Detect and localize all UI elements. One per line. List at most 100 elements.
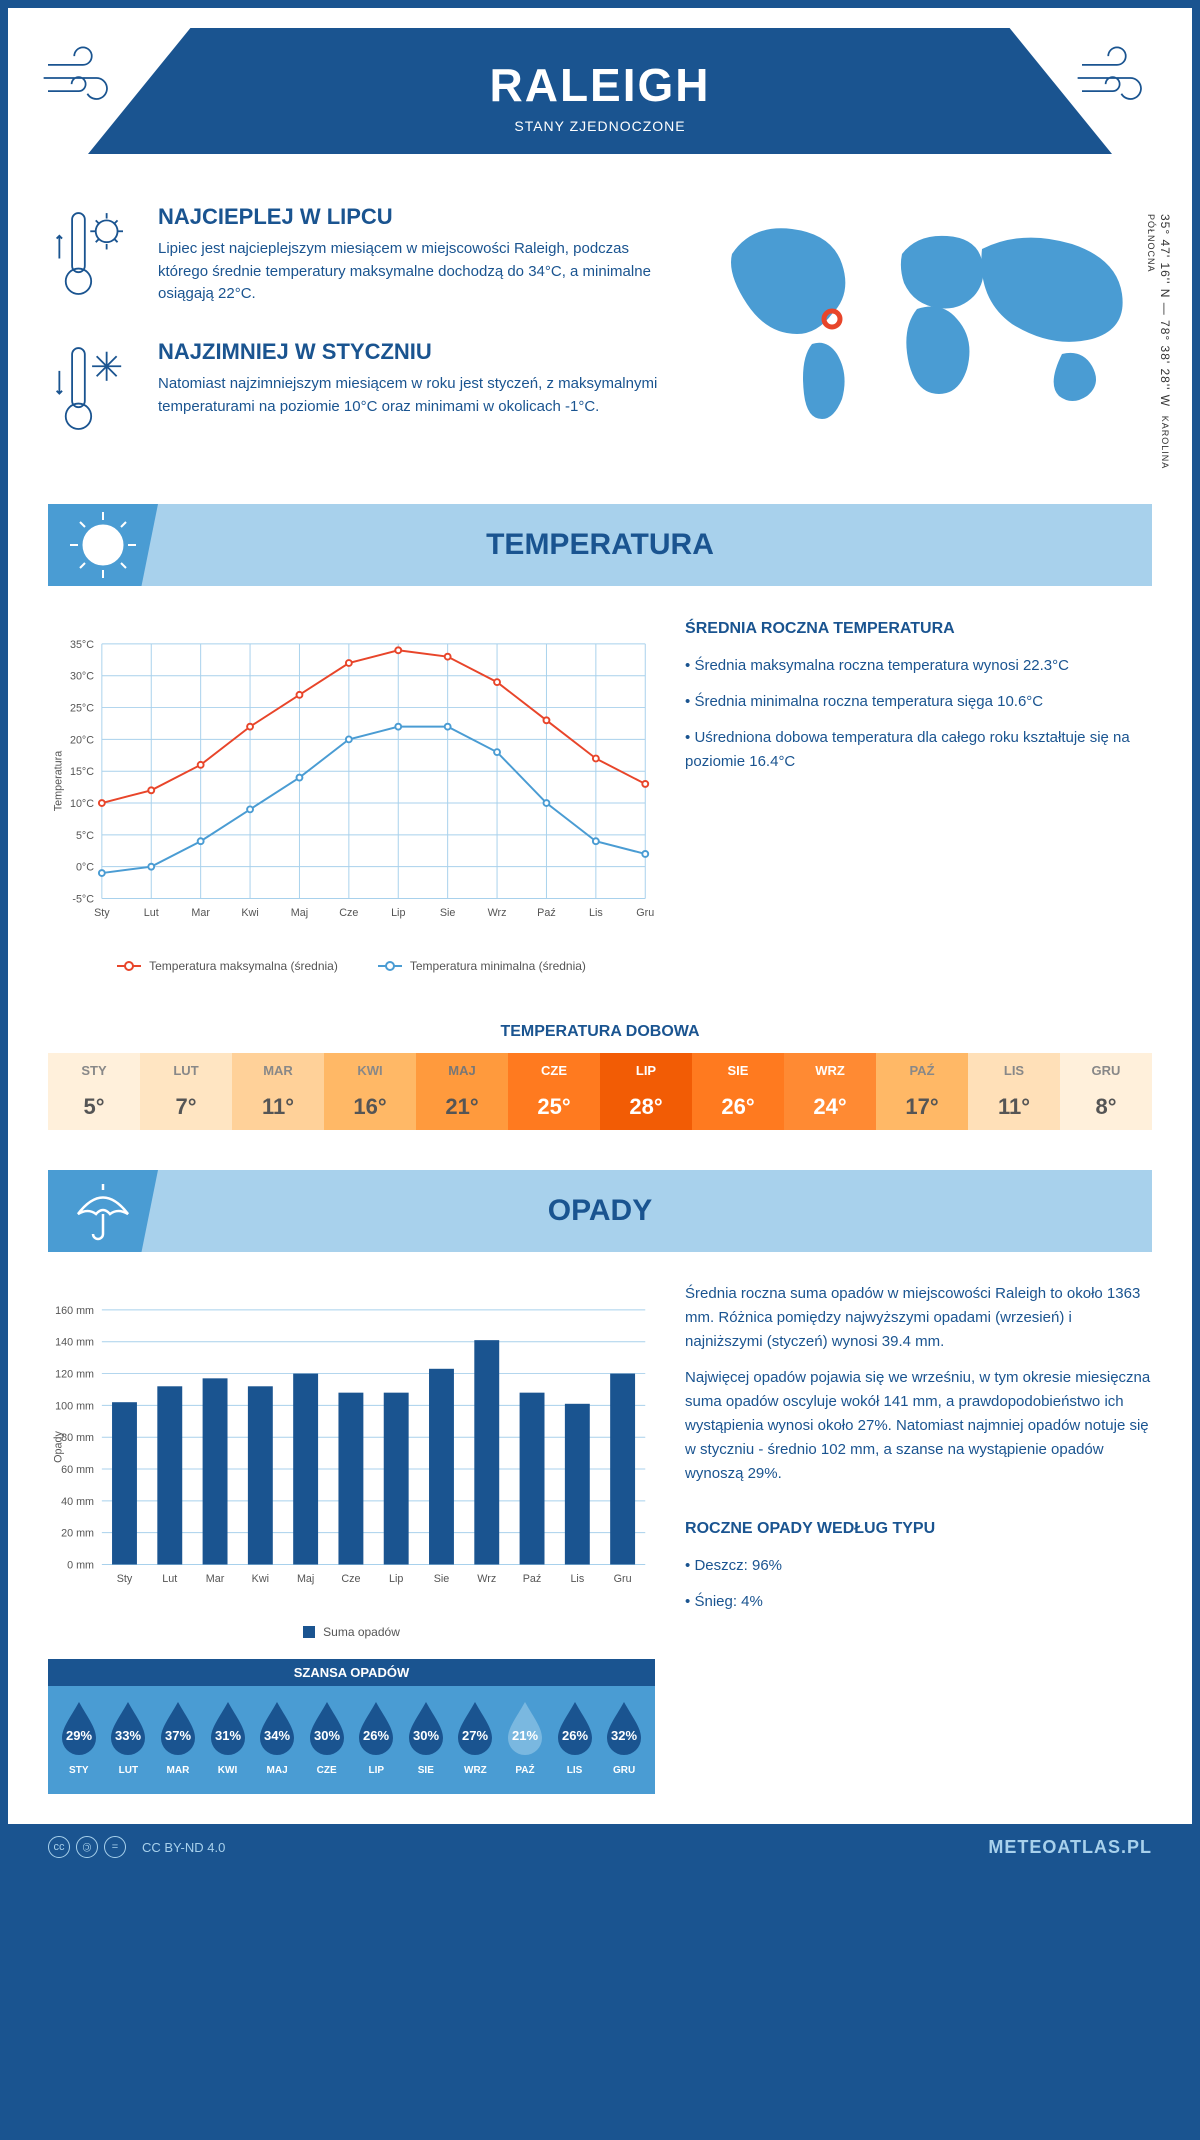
svg-text:Gru: Gru [636, 907, 654, 919]
rain-drop: 29% STY [56, 1698, 102, 1776]
legend-item: Temperatura maksymalna (średnia) [117, 959, 338, 973]
section-header-precipitation: OPADY [48, 1170, 1152, 1252]
rain-drop: 30% SIE [403, 1698, 449, 1776]
temperature-chart-legend: Temperatura maksymalna (średnia) Temperat… [48, 959, 655, 973]
svg-text:37%: 37% [165, 1728, 191, 1743]
svg-text:60 mm: 60 mm [61, 1464, 94, 1476]
svg-text:Lis: Lis [570, 1573, 584, 1585]
svg-text:Mar: Mar [191, 907, 210, 919]
daily-temp-cell: WRZ 24° [784, 1053, 876, 1130]
svg-text:20 mm: 20 mm [61, 1528, 94, 1540]
svg-text:35°C: 35°C [70, 639, 94, 651]
svg-text:100 mm: 100 mm [55, 1400, 94, 1412]
daily-temp-cell: CZE 25° [508, 1053, 600, 1130]
avg-temp-title: ŚREDNIA ROCZNA TEMPERATURA [685, 616, 1152, 642]
daily-temp-cell: LIS 11° [968, 1053, 1060, 1130]
svg-text:20°C: 20°C [70, 734, 94, 746]
temp-bullet: • Uśredniona dobowa temperatura dla całe… [685, 726, 1152, 774]
svg-text:Kwi: Kwi [252, 1573, 269, 1585]
svg-text:Lip: Lip [389, 1573, 403, 1585]
svg-text:Lut: Lut [162, 1573, 177, 1585]
svg-text:80 mm: 80 mm [61, 1432, 94, 1444]
svg-text:40 mm: 40 mm [61, 1496, 94, 1508]
nd-icon: = [104, 1836, 126, 1858]
daily-temp-cell: SIE 26° [692, 1053, 784, 1130]
svg-text:120 mm: 120 mm [55, 1368, 94, 1380]
svg-text:25°C: 25°C [70, 702, 94, 714]
svg-text:Wrz: Wrz [488, 907, 507, 919]
thermometer-cold-icon [48, 339, 138, 444]
precip-type-bullet: • Deszcz: 96% [685, 1554, 1152, 1578]
svg-text:Lut: Lut [144, 907, 159, 919]
svg-text:15°C: 15°C [70, 766, 94, 778]
svg-text:Maj: Maj [291, 907, 308, 919]
precipitation-bar-chart: 0 mm20 mm40 mm60 mm80 mm100 mm120 mm140 … [48, 1282, 655, 1612]
svg-text:Paź: Paź [537, 907, 556, 919]
svg-text:32%: 32% [611, 1728, 637, 1743]
coldest-title: NAJZIMNIEJ W STYCZNIU [158, 339, 672, 365]
legend-item: Temperatura minimalna (średnia) [378, 959, 586, 973]
svg-text:Opady: Opady [53, 1431, 65, 1463]
svg-text:0°C: 0°C [76, 862, 94, 874]
svg-text:Kwi: Kwi [241, 907, 258, 919]
world-map [702, 204, 1152, 424]
site-name: METEOATLAS.PL [988, 1837, 1152, 1858]
svg-text:Lis: Lis [589, 907, 603, 919]
by-icon: 🄯 [76, 1836, 98, 1858]
svg-text:Sty: Sty [94, 907, 110, 919]
daily-temp-cell: MAJ 21° [416, 1053, 508, 1130]
hottest-title: NAJCIEPLEJ W LIPCU [158, 204, 672, 230]
svg-text:34%: 34% [264, 1728, 290, 1743]
thermometer-hot-icon [48, 204, 138, 309]
coldest-text: Natomiast najzimniejszym miesiącem w rok… [158, 373, 672, 418]
temperature-line-chart: -5°C0°C5°C10°C15°C20°C25°C30°C35°CStyLut… [48, 616, 655, 946]
daily-temp-table: STY 5° LUT 7° MAR 11° KWI 16° MAJ 21° CZ… [48, 1053, 1152, 1130]
country-name: STANY ZJEDNOCZONE [108, 118, 1092, 134]
precip-type-title: ROCZNE OPADY WEDŁUG TYPU [685, 1516, 1152, 1542]
coordinates: 35° 47' 16'' N — 78° 38' 28'' W KAROLINA… [1144, 214, 1172, 474]
svg-text:10°C: 10°C [70, 798, 94, 810]
svg-text:Temperatura: Temperatura [53, 751, 65, 811]
svg-text:33%: 33% [115, 1728, 141, 1743]
rain-drop: 33% LUT [105, 1698, 151, 1776]
daily-temp-cell: LIP 28° [600, 1053, 692, 1130]
precip-text-1: Średnia roczna suma opadów w miejscowośc… [685, 1282, 1152, 1354]
section-header-temperature: TEMPERATURA [48, 504, 1152, 586]
coldest-block: NAJZIMNIEJ W STYCZNIU Natomiast najzimni… [48, 339, 672, 444]
svg-text:30%: 30% [314, 1728, 340, 1743]
svg-text:Lip: Lip [391, 907, 405, 919]
svg-text:0 mm: 0 mm [67, 1559, 94, 1571]
svg-text:Sie: Sie [440, 907, 456, 919]
precip-type-bullet: • Śnieg: 4% [685, 1590, 1152, 1614]
svg-text:Sie: Sie [434, 1573, 450, 1585]
temp-bullet: • Średnia minimalna roczna temperatura s… [685, 690, 1152, 714]
svg-text:Sty: Sty [117, 1573, 133, 1585]
temp-bullet: • Średnia maksymalna roczna temperatura … [685, 654, 1152, 678]
precipitation-chart-legend: Suma opadów [48, 1625, 655, 1639]
svg-text:Gru: Gru [614, 1573, 632, 1585]
svg-text:Cze: Cze [341, 1573, 360, 1585]
wind-icon [1072, 43, 1162, 113]
svg-text:30%: 30% [413, 1728, 439, 1743]
rain-chance-panel: SZANSA OPADÓW 29% STY 33% LUT 37% MAR 31… [48, 1659, 655, 1794]
hottest-block: NAJCIEPLEJ W LIPCU Lipiec jest najcieple… [48, 204, 672, 309]
svg-text:Maj: Maj [297, 1573, 314, 1585]
daily-temp-cell: LUT 7° [140, 1053, 232, 1130]
rain-drop: 26% LIP [353, 1698, 399, 1776]
city-name: RALEIGH [108, 58, 1092, 112]
svg-text:-5°C: -5°C [72, 893, 94, 905]
svg-text:21%: 21% [512, 1728, 538, 1743]
page-footer: cc 🄯 = CC BY-ND 4.0 METEOATLAS.PL [8, 1824, 1192, 1870]
svg-text:26%: 26% [562, 1728, 588, 1743]
svg-text:31%: 31% [215, 1728, 241, 1743]
svg-text:Paź: Paź [523, 1573, 542, 1585]
svg-text:Wrz: Wrz [477, 1573, 496, 1585]
precip-text-2: Najwięcej opadów pojawia się we wrześniu… [685, 1366, 1152, 1486]
svg-text:5°C: 5°C [76, 830, 94, 842]
rain-drop: 37% MAR [155, 1698, 201, 1776]
daily-temp-cell: MAR 11° [232, 1053, 324, 1130]
umbrella-icon [68, 1176, 138, 1246]
svg-text:160 mm: 160 mm [55, 1305, 94, 1317]
svg-text:29%: 29% [66, 1728, 92, 1743]
license-icons: cc 🄯 = CC BY-ND 4.0 [48, 1836, 225, 1858]
